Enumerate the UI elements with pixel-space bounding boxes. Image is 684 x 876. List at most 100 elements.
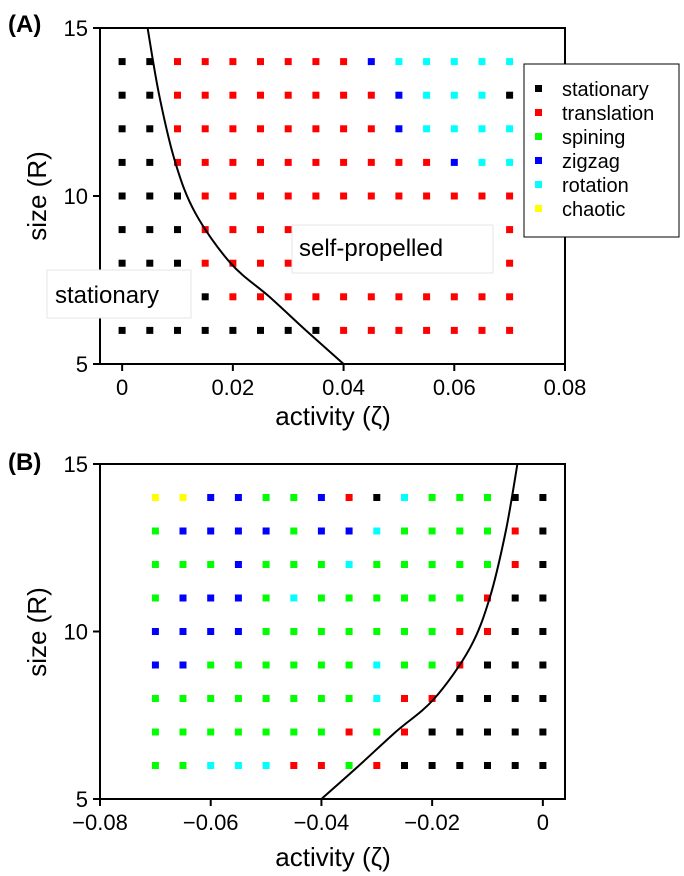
data-point-translation (423, 326, 431, 334)
data-point-translation (312, 158, 320, 166)
data-point-translation (257, 192, 264, 200)
data-point-stationary (118, 226, 126, 234)
data-point-translation (340, 158, 348, 166)
data-point-stationary (539, 561, 547, 568)
data-point-zigzag (207, 594, 215, 602)
data-point-translation (478, 326, 486, 334)
data-point-zigzag (234, 561, 242, 568)
data-point-spining (234, 695, 242, 702)
data-point-rotation (506, 158, 514, 166)
data-point-stationary (118, 192, 126, 200)
data-point-translation (423, 192, 431, 200)
data-point-stationary (484, 661, 491, 669)
legend-box (523, 63, 680, 238)
legend-label-chaotic: chaotic (562, 199, 625, 221)
data-point-zigzag (179, 594, 187, 602)
data-point-translation (229, 58, 237, 66)
data-point-stationary (229, 326, 237, 334)
data-point-translation (340, 125, 348, 133)
data-point-stationary (118, 259, 126, 267)
panel-a-x-axis-label: activity (ζ) (275, 401, 390, 431)
data-point-stationary (511, 494, 519, 501)
data-point-translation (367, 192, 375, 200)
data-point-spining (456, 561, 464, 568)
data-point-stationary (118, 58, 126, 66)
data-point-spining (456, 494, 464, 501)
data-point-spining (290, 661, 298, 669)
data-point-translation (340, 91, 348, 99)
data-point-translation (511, 527, 519, 535)
data-point-spining (234, 661, 242, 669)
x-tick-label: 0.04 (322, 375, 365, 400)
data-point-spining (207, 728, 215, 736)
data-point-spining (207, 661, 215, 669)
data-point-translation (484, 594, 491, 602)
data-point-spining (290, 628, 298, 635)
y-tick-label: 5 (76, 352, 88, 377)
data-point-stationary (118, 91, 126, 99)
data-point-stationary (146, 158, 154, 166)
data-point-translation (201, 91, 209, 99)
data-point-translation (284, 91, 292, 99)
panel-b-phase-boundary (320, 463, 519, 800)
panel-b: (B) −0.08 −0.06 −0.04 −0.02 0 5 10 15 activity… (8, 449, 566, 872)
data-point-spining (262, 695, 270, 702)
data-point-translation (174, 58, 181, 66)
data-point-spining (484, 527, 491, 535)
data-point-stationary (201, 293, 209, 301)
data-point-spining (317, 661, 325, 669)
legend-swatch-translation (535, 109, 542, 116)
data-point-stationary (539, 527, 547, 535)
data-point-translation (312, 91, 320, 99)
data-point-translation (367, 326, 375, 334)
data-point-stationary (539, 728, 547, 736)
data-point-spining (317, 728, 325, 736)
legend-label-stationary: stationary (562, 79, 649, 101)
data-point-spining (179, 728, 187, 736)
legend-label-rotation: rotation (562, 175, 629, 197)
data-point-translation (478, 293, 486, 301)
data-point-rotation (478, 58, 486, 66)
data-point-zigzag (234, 628, 242, 635)
data-point-translation (401, 728, 408, 736)
data-point-translation (367, 91, 375, 99)
y-tick-label: 10 (64, 620, 88, 645)
data-point-rotation (478, 158, 486, 166)
data-point-stationary (539, 494, 547, 501)
data-point-translation (174, 125, 181, 133)
data-point-stationary (118, 326, 126, 334)
y-tick-label: 15 (64, 452, 88, 477)
x-tick-label: −0.06 (183, 810, 239, 835)
x-tick-label: −0.04 (294, 810, 350, 835)
data-point-spining (345, 762, 353, 769)
data-point-stationary (539, 594, 547, 602)
data-point-spining (290, 695, 298, 702)
data-point-rotation (450, 58, 458, 66)
self-propelled-region-label: self-propelled (299, 235, 443, 262)
data-point-zigzag (234, 527, 242, 535)
data-point-translation (174, 158, 181, 166)
data-point-spining (428, 661, 436, 669)
data-point-spining (290, 561, 298, 568)
data-point-stationary (428, 728, 436, 736)
data-point-stationary (118, 125, 126, 133)
stationary-region-box (46, 269, 192, 319)
legend-swatch-chaotic (535, 205, 542, 212)
data-point-rotation (423, 125, 431, 133)
panel-b-label: (B) (8, 449, 41, 476)
y-tick-label: 15 (64, 16, 88, 41)
data-point-translation (257, 226, 264, 234)
data-point-spining (151, 728, 159, 736)
data-point-spining (373, 728, 381, 736)
data-point-translation (174, 91, 181, 99)
legend-swatch-rotation (535, 181, 542, 188)
data-point-translation (284, 293, 292, 301)
data-point-zigzag (179, 527, 187, 535)
data-point-stationary (484, 762, 491, 769)
data-point-translation (511, 561, 519, 568)
data-point-rotation (478, 125, 486, 133)
data-point-translation (257, 58, 264, 66)
data-point-translation (229, 226, 237, 234)
data-point-stationary (312, 326, 320, 334)
